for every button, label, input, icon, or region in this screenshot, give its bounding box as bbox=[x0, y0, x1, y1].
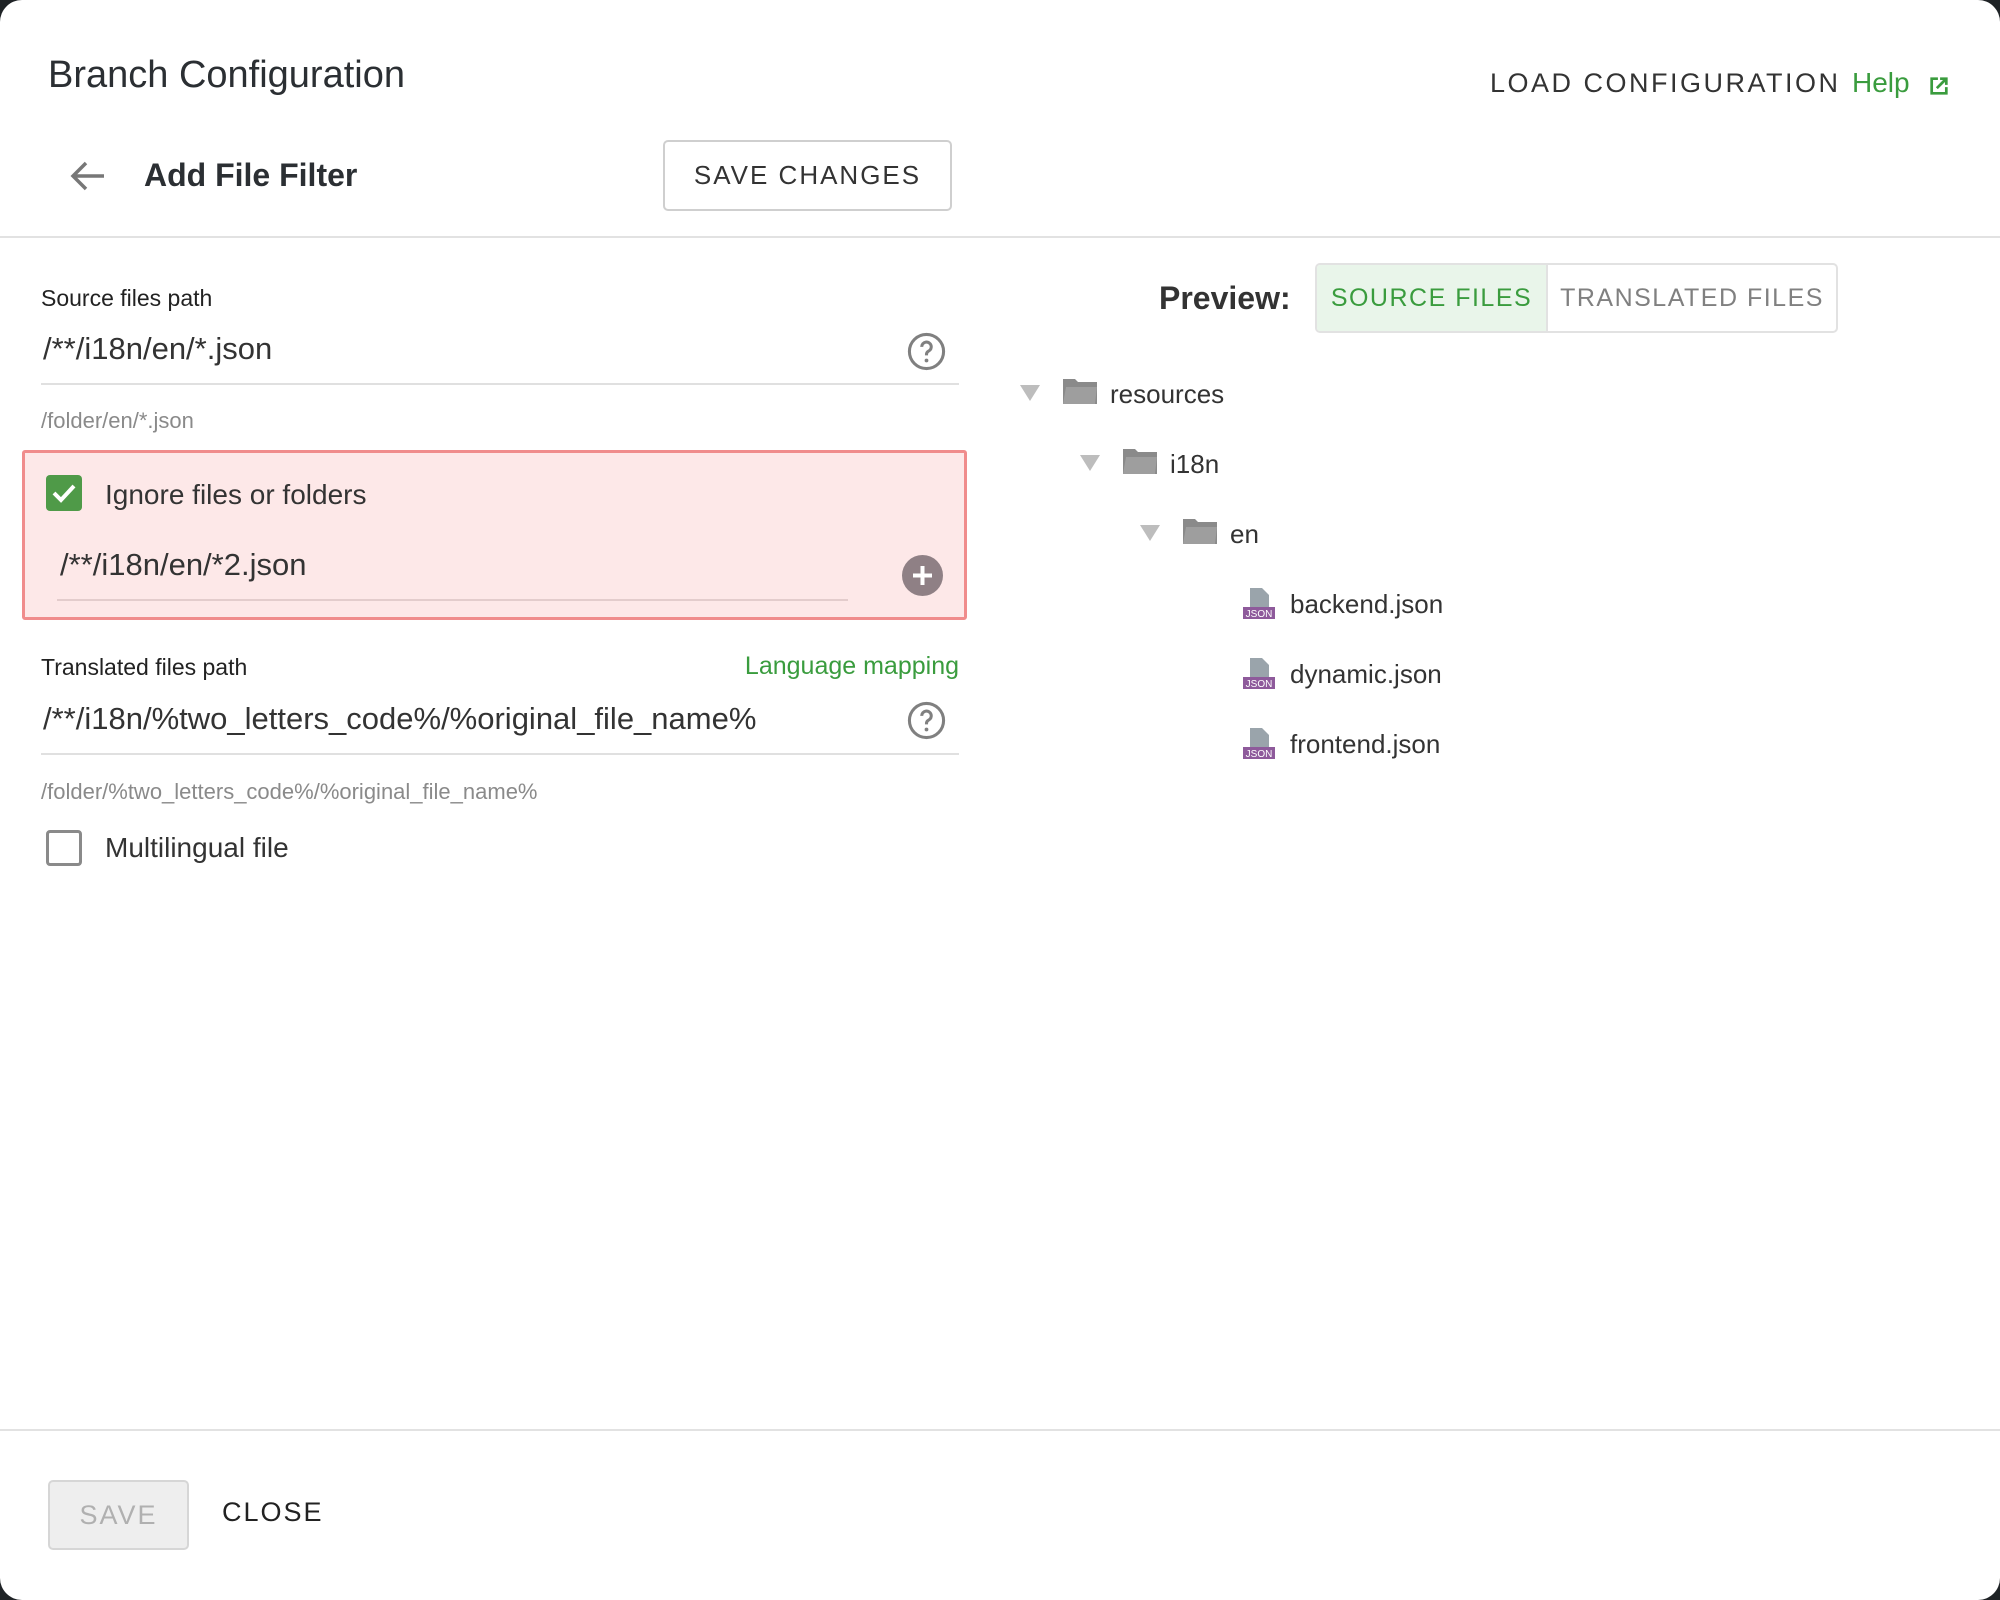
json-file-icon: JSON bbox=[1243, 728, 1275, 760]
help-circle-icon[interactable] bbox=[906, 700, 947, 741]
preview-toggle: SOURCE FILES TRANSLATED FILES bbox=[1315, 263, 1838, 333]
source-path-input[interactable]: /**/i18n/en/*.json bbox=[43, 331, 273, 366]
folder-icon bbox=[1183, 519, 1217, 544]
tree-node[interactable]: resources bbox=[1110, 379, 1225, 409]
source-path-label: Source files path bbox=[41, 285, 213, 311]
preview-label: Preview: bbox=[1159, 280, 1291, 316]
language-mapping-link[interactable]: Language mapping bbox=[744, 652, 959, 680]
save-changes-button[interactable]: SAVE CHANGES bbox=[663, 140, 952, 211]
multilingual-label: Multilingual file bbox=[105, 832, 289, 863]
add-ignore-button[interactable] bbox=[902, 555, 943, 596]
plus-icon bbox=[913, 566, 932, 585]
collapse-triangle-icon[interactable] bbox=[1080, 455, 1100, 471]
page-title: Add File Filter bbox=[144, 157, 358, 193]
tree-node[interactable]: i18n bbox=[1170, 449, 1220, 479]
tab-translated-files[interactable]: TRANSLATED FILES bbox=[1560, 283, 1824, 312]
collapse-triangle-icon[interactable] bbox=[1140, 525, 1160, 541]
ignore-label: Ignore files or folders bbox=[105, 479, 367, 510]
tree-node[interactable]: en bbox=[1230, 519, 1259, 549]
save-button[interactable]: SAVE bbox=[48, 1480, 189, 1550]
load-configuration-button[interactable]: LOAD CONFIGURATION bbox=[1490, 68, 1841, 98]
svg-text:JSON: JSON bbox=[1246, 679, 1273, 690]
translated-path-input[interactable]: /**/i18n/%two_letters_code%/%original_fi… bbox=[43, 701, 757, 736]
collapse-triangle-icon[interactable] bbox=[1020, 385, 1040, 401]
header-divider bbox=[0, 236, 2000, 238]
folder-icon bbox=[1063, 379, 1097, 404]
source-path-underline bbox=[41, 383, 959, 385]
multilingual-checkbox[interactable] bbox=[46, 830, 82, 866]
dialog-title: Branch Configuration bbox=[48, 54, 405, 96]
back-arrow-icon[interactable] bbox=[68, 158, 108, 194]
translated-path-underline bbox=[41, 753, 959, 755]
help-circle-icon[interactable] bbox=[906, 331, 947, 372]
tree-node[interactable]: dynamic.json bbox=[1290, 659, 1442, 689]
translated-path-hint: /folder/%two_letters_code%/%original_fil… bbox=[41, 779, 538, 804]
tab-source-files[interactable]: SOURCE FILES bbox=[1317, 265, 1548, 331]
ignore-section bbox=[22, 450, 967, 620]
footer-divider bbox=[0, 1429, 2000, 1431]
ignore-checkbox[interactable] bbox=[46, 475, 82, 511]
source-path-hint: /folder/en/*.json bbox=[41, 408, 194, 433]
tree-node[interactable]: frontend.json bbox=[1290, 729, 1441, 759]
svg-text:JSON: JSON bbox=[1246, 609, 1273, 620]
folder-icon bbox=[1123, 449, 1157, 474]
checkmark-icon bbox=[52, 484, 76, 503]
close-button[interactable]: CLOSE bbox=[222, 1497, 324, 1527]
external-link-icon[interactable] bbox=[1926, 73, 1952, 99]
ignore-path-input[interactable]: /**/i18n/en/*2.json bbox=[60, 547, 307, 582]
svg-text:JSON: JSON bbox=[1246, 749, 1273, 760]
json-file-icon: JSON bbox=[1243, 658, 1275, 690]
ignore-path-underline bbox=[57, 599, 848, 601]
help-link[interactable]: Help bbox=[1852, 67, 1910, 98]
tree-node[interactable]: backend.json bbox=[1290, 589, 1444, 619]
translated-path-label: Translated files path bbox=[41, 654, 248, 680]
json-file-icon: JSON bbox=[1243, 588, 1275, 620]
